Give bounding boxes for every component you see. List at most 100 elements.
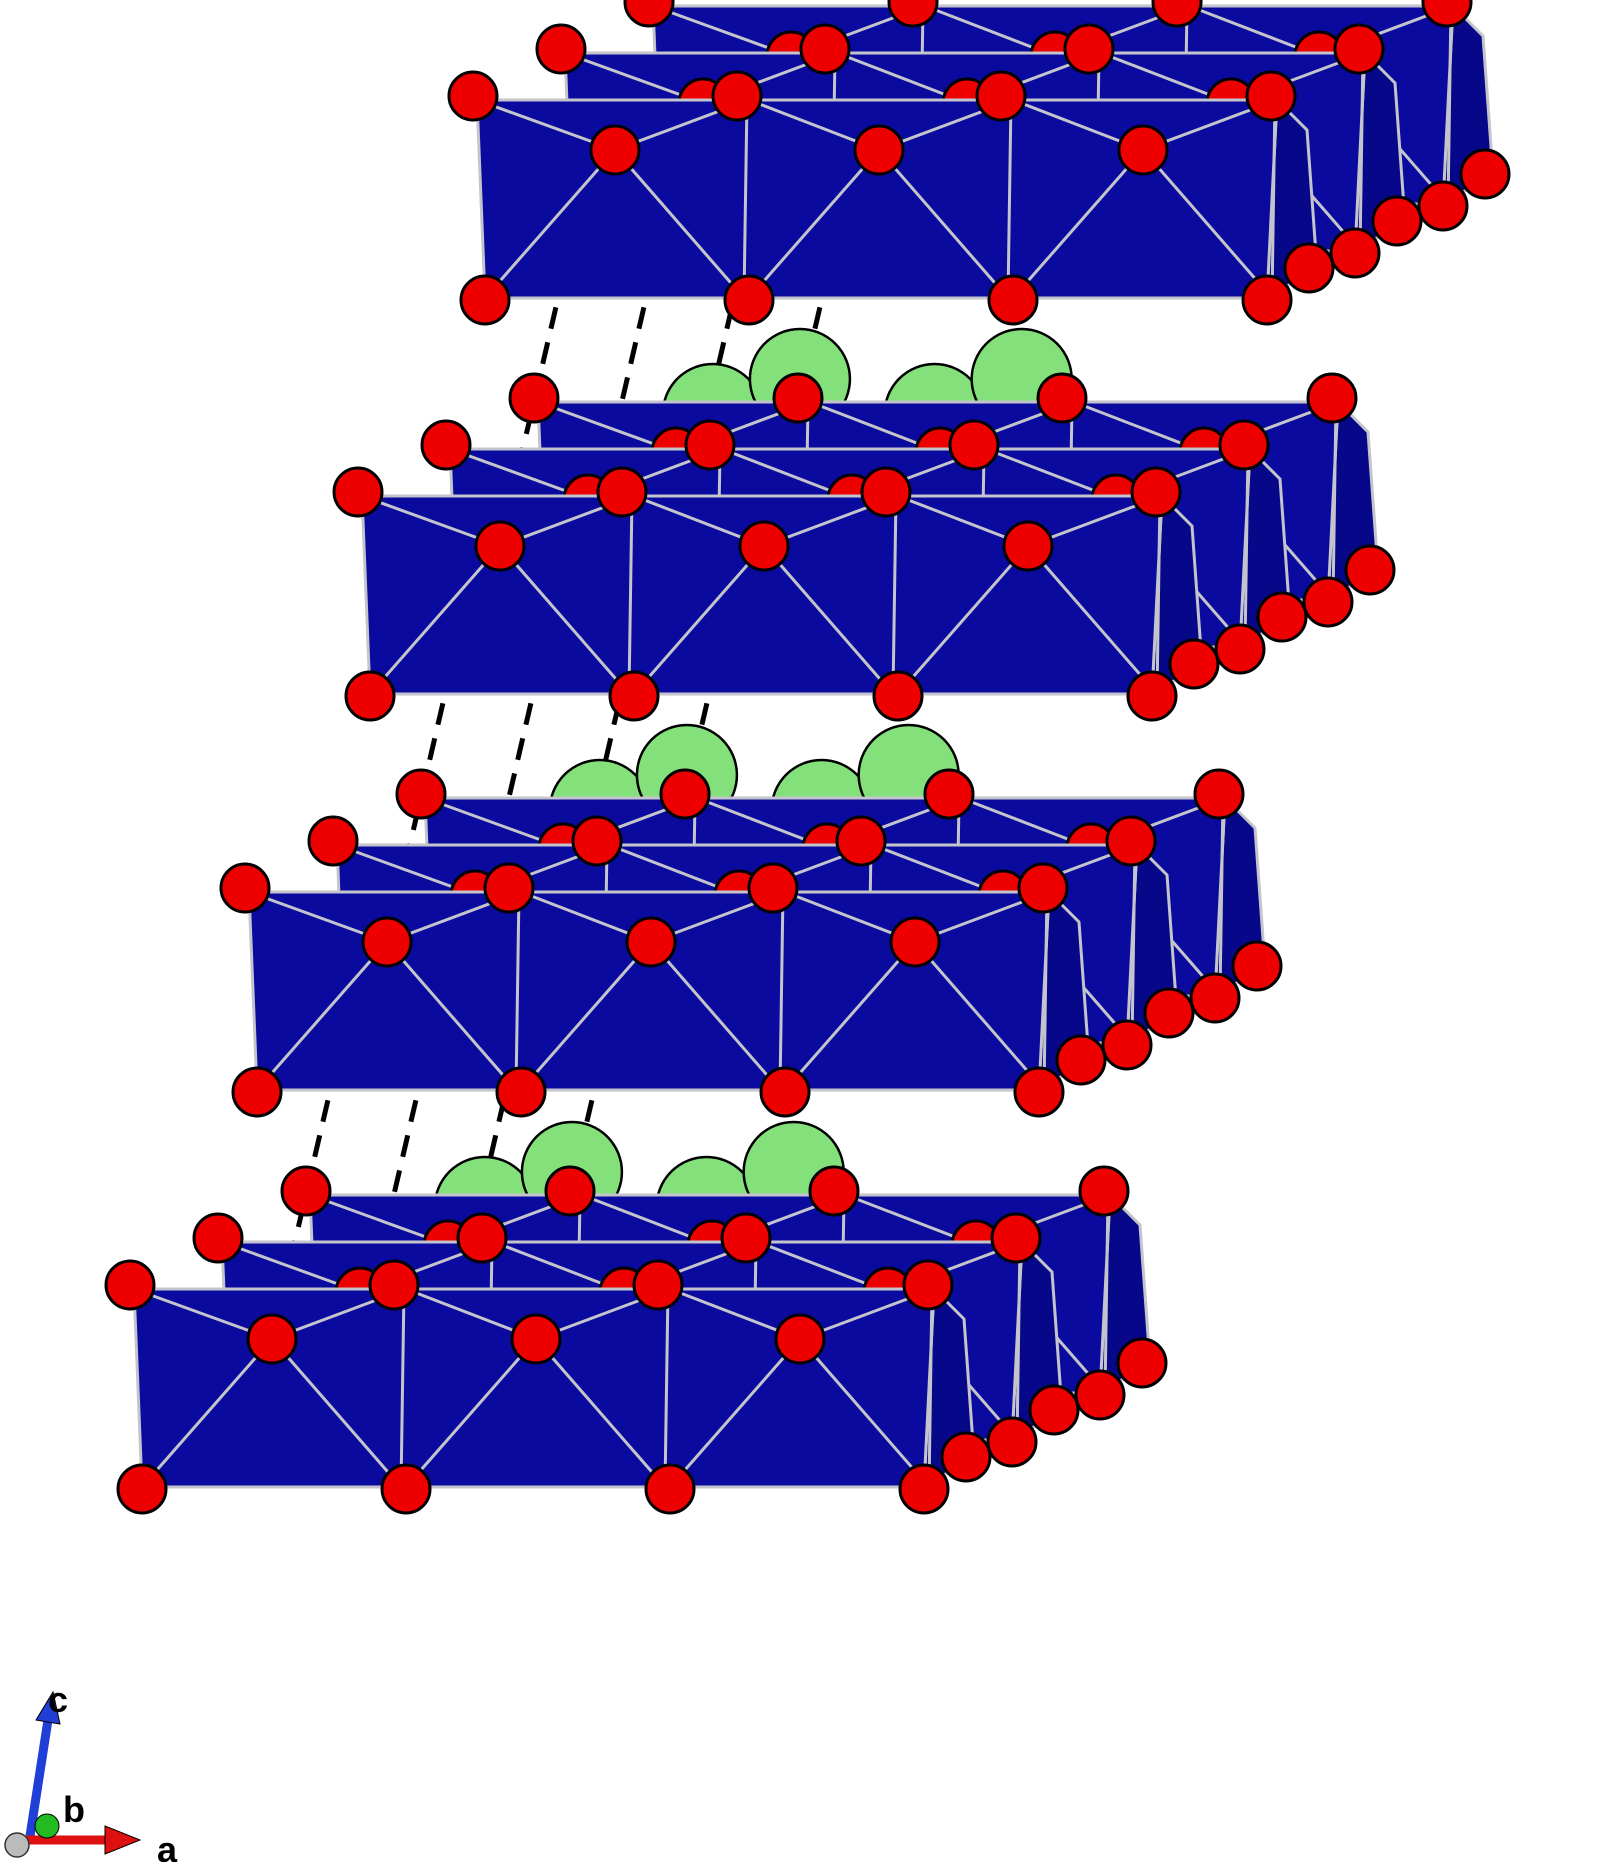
octahedron-edge	[1218, 797, 1225, 997]
oxygen-atom	[738, 520, 790, 572]
octahedron-edge	[913, 941, 1046, 1091]
oxygen-atom	[1116, 1337, 1168, 1389]
oxygen-atom	[1283, 242, 1335, 294]
octahedron-edge	[778, 891, 785, 1091]
oxygen-atom	[307, 815, 359, 867]
oxygen-atom	[1151, 0, 1203, 28]
oxygen-atom	[495, 1066, 547, 1118]
oxygen-atom	[889, 916, 941, 968]
oxygen-atom	[1256, 591, 1308, 643]
octahedron-row	[219, 862, 1107, 1118]
oxygen-atom	[990, 1212, 1042, 1264]
oxygen-atom	[774, 1313, 826, 1365]
oxygen-atom	[596, 466, 648, 518]
oxygen-atom	[872, 670, 924, 722]
c-axis-arrow	[25, 1719, 53, 1837]
oxygen-atom	[759, 1066, 811, 1118]
oxygen-atom	[853, 124, 905, 176]
oxygen-atom	[835, 815, 887, 867]
octahedron-edge	[1446, 5, 1453, 205]
oxygen-atom	[1002, 520, 1054, 572]
oxygen-atom	[1143, 987, 1195, 1039]
octahedron-edge	[747, 149, 881, 299]
octahedron-edge	[519, 941, 653, 1091]
octahedron-edge	[514, 891, 521, 1091]
axis-indicator: c b a	[4, 1679, 178, 1862]
octahedral-layer	[219, 768, 1283, 1118]
oxygen-atom	[644, 1463, 696, 1515]
oxygen-atom	[902, 1259, 954, 1311]
oxygen-atom	[380, 1463, 432, 1515]
octahedron-edge	[270, 1338, 403, 1488]
oxygen-atom	[1329, 227, 1381, 279]
oxygen-atom	[632, 1259, 684, 1311]
octahedron-edge	[368, 545, 502, 695]
oxygen-atom	[571, 815, 623, 867]
oxygen-atom	[231, 1066, 283, 1118]
octahedral-layer	[104, 1165, 1168, 1515]
axis-label-a: a	[157, 1829, 178, 1862]
octahedron-edge	[1270, 99, 1277, 299]
oxygen-atom	[1306, 372, 1358, 424]
oxygen-atom	[116, 1463, 168, 1515]
octahedron-row	[447, 70, 1335, 326]
oxygen-atom	[1055, 1034, 1107, 1086]
b-axis-marker	[34, 1813, 60, 1839]
octahedron-edge	[255, 941, 389, 1091]
octahedron-edge	[649, 941, 782, 1091]
oxygen-atom	[1105, 815, 1157, 867]
oxygen-atom	[589, 124, 641, 176]
octahedron-edge	[534, 1338, 667, 1488]
oxygen-atom	[1189, 972, 1241, 1024]
octahedron-edge	[663, 1288, 670, 1488]
oxygen-atom	[747, 862, 799, 914]
octahedron-edge	[1243, 448, 1250, 648]
oxygen-atom	[1130, 466, 1182, 518]
oxygen-atom	[1117, 124, 1169, 176]
oxygen-atom	[684, 419, 736, 471]
oxygen-atom	[344, 670, 396, 722]
octahedron-edge	[798, 1338, 931, 1488]
octahedron-edge	[668, 1338, 802, 1488]
axis-label-b: b	[63, 1789, 85, 1830]
oxygen-atom	[246, 1313, 298, 1365]
axis-label-c: c	[48, 1679, 68, 1720]
oxygen-atom	[625, 916, 677, 968]
oxygen-atom	[975, 70, 1027, 122]
oxygen-atom	[1214, 623, 1266, 675]
oxygen-atom	[987, 274, 1039, 326]
axis-origin	[4, 1832, 30, 1858]
octahedron-edge	[632, 545, 766, 695]
octahedron-edge	[1103, 1194, 1110, 1394]
oxygen-atom	[799, 23, 851, 75]
octahedron-edge	[1141, 149, 1274, 299]
oxygen-atom	[808, 1165, 860, 1217]
oxygen-atom	[1063, 23, 1115, 75]
oxygen-atom	[1245, 70, 1297, 122]
oxygen-atom	[711, 70, 763, 122]
oxygen-atom	[192, 1212, 244, 1264]
oxygen-atom	[361, 916, 413, 968]
oxygen-atom	[948, 419, 1000, 471]
oxygen-atom	[1302, 576, 1354, 628]
oxygen-atom	[280, 1165, 332, 1217]
oxygen-atom	[659, 768, 711, 820]
oxygen-atom	[483, 862, 535, 914]
oxygen-atom	[898, 1463, 950, 1515]
oxygen-atom	[940, 1431, 992, 1483]
oxygen-atom	[104, 1259, 156, 1311]
octahedron-edge	[877, 149, 1010, 299]
oxygen-atom	[1036, 372, 1088, 424]
octahedron-edge	[1015, 1241, 1022, 1441]
oxygen-atom	[459, 274, 511, 326]
oxygen-atom	[510, 1313, 562, 1365]
oxygen-atom	[1371, 195, 1423, 247]
oxygen-atom	[1417, 180, 1469, 232]
oxygen-atom	[1126, 670, 1178, 722]
octahedron-edge	[762, 545, 895, 695]
octahedral-layer	[332, 372, 1396, 722]
oxygen-atom	[535, 23, 587, 75]
oxygen-atom	[720, 1212, 772, 1264]
octahedral-layers	[104, 0, 1511, 1515]
octahedron-edge	[1026, 545, 1159, 695]
